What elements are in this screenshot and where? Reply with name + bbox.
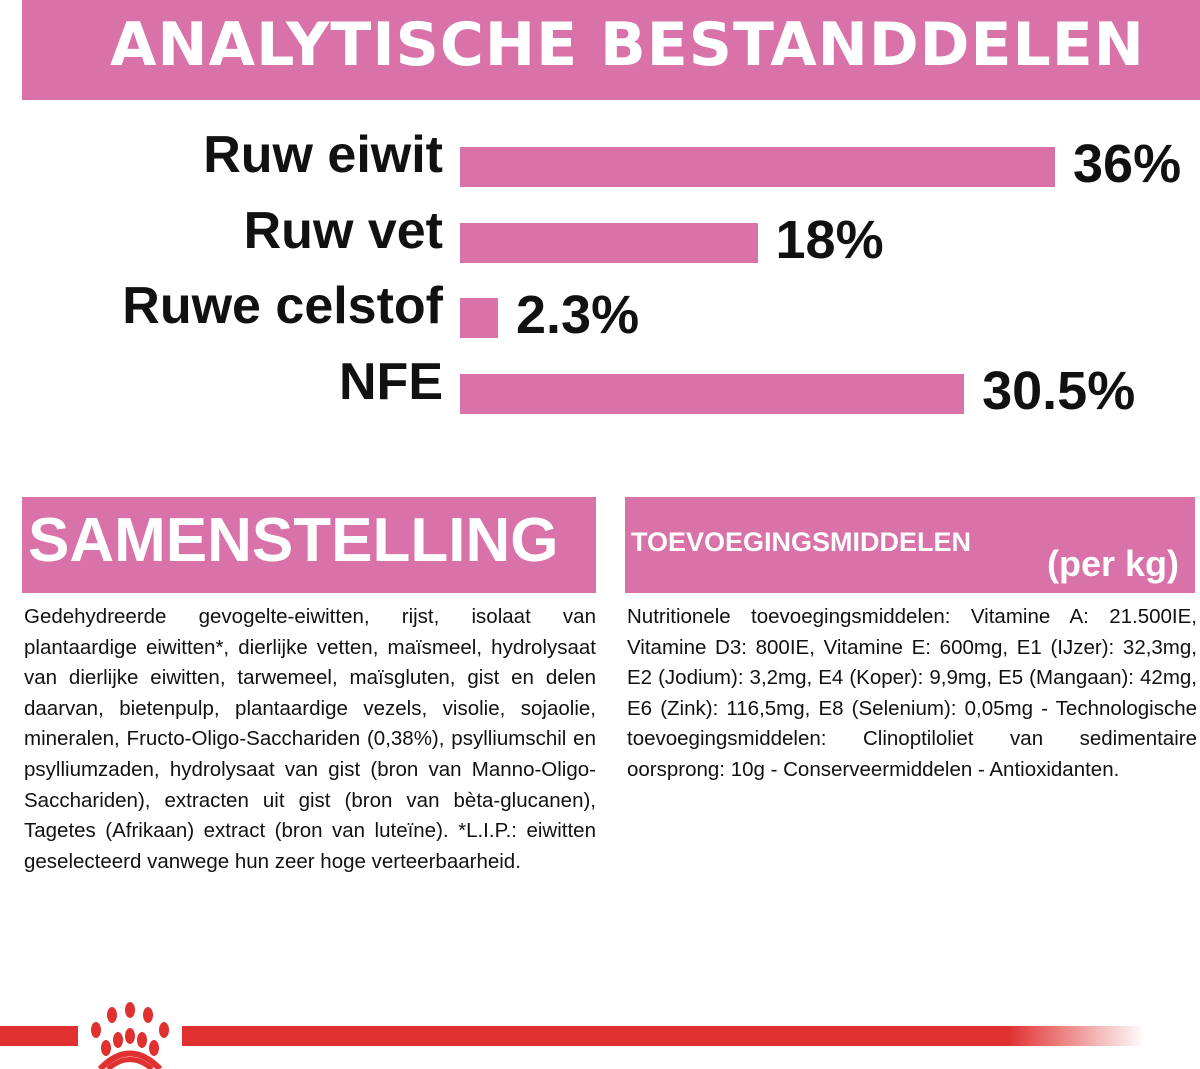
- bar: [460, 223, 758, 263]
- category-label: Ruw vet: [243, 202, 443, 260]
- data-label: 2.3%: [516, 285, 640, 345]
- additives-unit: (per kg): [1046, 543, 1179, 584]
- data-label: 18%: [775, 210, 884, 270]
- royal-canin-crown-icon: [78, 998, 182, 1069]
- category-label: Ruw eiwit: [203, 126, 443, 184]
- bar: [460, 298, 498, 338]
- page-title: ANALYTISCHE BESTANDDELEN: [110, 10, 1145, 80]
- title-band: ANALYTISCHE BESTANDDELEN: [22, 0, 1200, 100]
- footer-stripe: [0, 1026, 1145, 1046]
- category-label: Ruwe celstof: [122, 277, 443, 335]
- category-label: NFE: [339, 353, 443, 411]
- additives-header: TOEVOEGINGSMIDDELEN (per kg): [625, 497, 1195, 593]
- additives-text: Nutritionele toevoegingsmiddelen: Vitami…: [627, 605, 1197, 781]
- composition-text: Gedehydreerde gevogelte-eiwitten, rijst,…: [24, 605, 596, 873]
- data-label: 30.5%: [982, 361, 1136, 421]
- composition-title: SAMENSTELLING: [28, 506, 559, 575]
- bar: [460, 374, 965, 414]
- data-label: 36%: [1073, 134, 1182, 194]
- composition-header: SAMENSTELLING: [22, 497, 596, 593]
- additives-title: TOEVOEGINGSMIDDELEN: [631, 527, 972, 557]
- bar: [460, 147, 1055, 187]
